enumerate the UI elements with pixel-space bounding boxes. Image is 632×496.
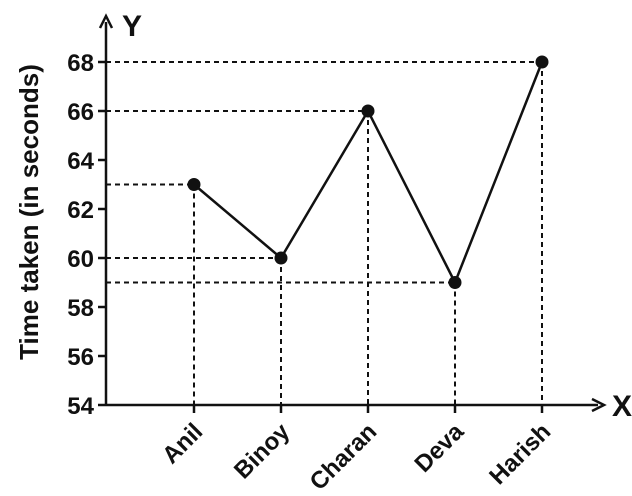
x-ticks: Anil Binoy Charan Deva Harish xyxy=(157,405,556,496)
data-point-binoy xyxy=(274,251,288,265)
x-tick-label: Deva xyxy=(410,418,470,478)
data-points xyxy=(187,55,549,289)
dashed-guide-lines xyxy=(106,61,543,405)
y-tick-label: 54 xyxy=(67,393,94,420)
y-tick-label: 68 xyxy=(67,50,94,77)
data-point-harish xyxy=(535,55,549,69)
y-tick-label: 66 xyxy=(67,99,94,126)
y-axis-letter: Y xyxy=(122,10,142,43)
y-ticks: 54 56 58 60 62 64 66 68 xyxy=(67,50,106,420)
data-point-charan xyxy=(361,104,375,118)
data-point-deva xyxy=(448,276,462,289)
axes xyxy=(98,13,607,413)
x-axis-letter: X xyxy=(612,390,632,423)
y-tick-label: 56 xyxy=(67,344,94,371)
x-axis-arrow xyxy=(591,397,607,413)
x-tick-label: Binoy xyxy=(229,418,296,485)
y-tick-label: 64 xyxy=(67,148,94,175)
y-tick-label: 58 xyxy=(67,295,94,322)
x-tick-label: Charan xyxy=(305,418,383,496)
x-tick-label: Anil xyxy=(157,418,208,469)
y-axis-arrow xyxy=(98,13,114,29)
x-tick-label: Harish xyxy=(484,418,556,490)
y-tick-label: 60 xyxy=(67,246,94,273)
y-tick-label: 62 xyxy=(67,197,94,224)
y-axis-label: Time taken (in seconds) xyxy=(14,64,44,360)
data-point-anil xyxy=(187,178,201,191)
